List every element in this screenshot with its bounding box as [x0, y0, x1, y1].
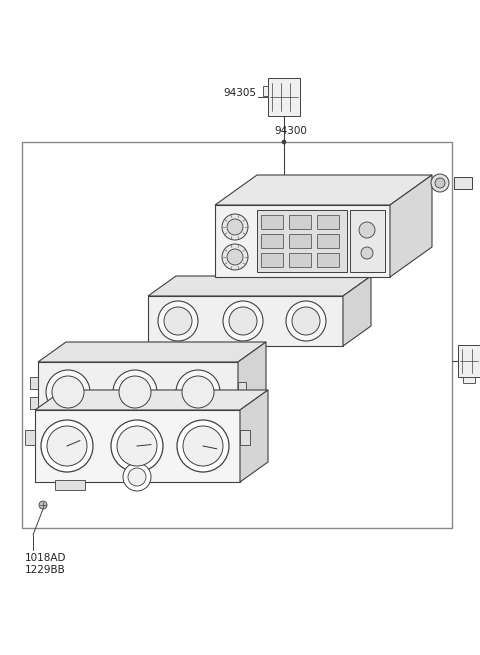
Bar	[263, 86, 268, 96]
Text: 94305: 94305	[223, 88, 256, 98]
Bar	[463, 377, 475, 383]
Bar	[261, 234, 283, 248]
Ellipse shape	[223, 301, 263, 341]
Ellipse shape	[177, 420, 229, 472]
Ellipse shape	[361, 247, 373, 259]
Ellipse shape	[164, 307, 192, 335]
Bar	[350, 210, 385, 272]
Ellipse shape	[125, 410, 145, 430]
Bar	[289, 234, 311, 248]
Polygon shape	[240, 390, 268, 482]
Ellipse shape	[286, 301, 326, 341]
Ellipse shape	[359, 222, 375, 238]
Text: 94300: 94300	[274, 126, 307, 136]
Bar	[454, 177, 472, 189]
Ellipse shape	[222, 214, 248, 240]
Bar	[458, 345, 480, 377]
Ellipse shape	[435, 178, 445, 188]
Ellipse shape	[222, 244, 248, 270]
Polygon shape	[35, 410, 240, 482]
Bar	[261, 253, 283, 267]
Polygon shape	[38, 362, 238, 422]
Ellipse shape	[227, 219, 243, 235]
Bar	[317, 215, 339, 229]
Ellipse shape	[128, 468, 146, 486]
Ellipse shape	[46, 370, 90, 414]
Ellipse shape	[113, 370, 157, 414]
Bar	[289, 253, 311, 267]
Bar	[25, 430, 35, 445]
Bar	[22, 142, 452, 528]
Ellipse shape	[282, 140, 286, 144]
Polygon shape	[390, 175, 432, 277]
Bar	[238, 382, 246, 394]
Ellipse shape	[292, 307, 320, 335]
Ellipse shape	[47, 426, 87, 466]
Bar	[240, 430, 250, 445]
Bar	[261, 215, 283, 229]
Polygon shape	[238, 342, 266, 422]
Ellipse shape	[119, 376, 151, 408]
Polygon shape	[35, 390, 268, 410]
Bar	[317, 253, 339, 267]
Polygon shape	[148, 276, 371, 296]
Bar	[30, 397, 38, 409]
Ellipse shape	[52, 376, 84, 408]
Ellipse shape	[229, 307, 257, 335]
Ellipse shape	[183, 426, 223, 466]
Bar	[257, 210, 347, 272]
Bar	[317, 234, 339, 248]
Polygon shape	[343, 276, 371, 346]
Bar	[30, 377, 38, 389]
Polygon shape	[215, 205, 390, 277]
Bar	[268, 78, 300, 116]
Ellipse shape	[123, 463, 151, 491]
Polygon shape	[148, 296, 343, 346]
Ellipse shape	[176, 370, 220, 414]
Ellipse shape	[117, 426, 157, 466]
Ellipse shape	[41, 420, 93, 472]
Text: 1018AD
1229BB: 1018AD 1229BB	[25, 553, 67, 574]
Polygon shape	[38, 342, 266, 362]
Polygon shape	[215, 175, 432, 205]
Ellipse shape	[182, 376, 214, 408]
Ellipse shape	[39, 501, 47, 509]
Bar	[289, 215, 311, 229]
Ellipse shape	[431, 174, 449, 192]
Ellipse shape	[111, 420, 163, 472]
Ellipse shape	[158, 301, 198, 341]
Bar	[55, 480, 85, 490]
Ellipse shape	[227, 249, 243, 265]
